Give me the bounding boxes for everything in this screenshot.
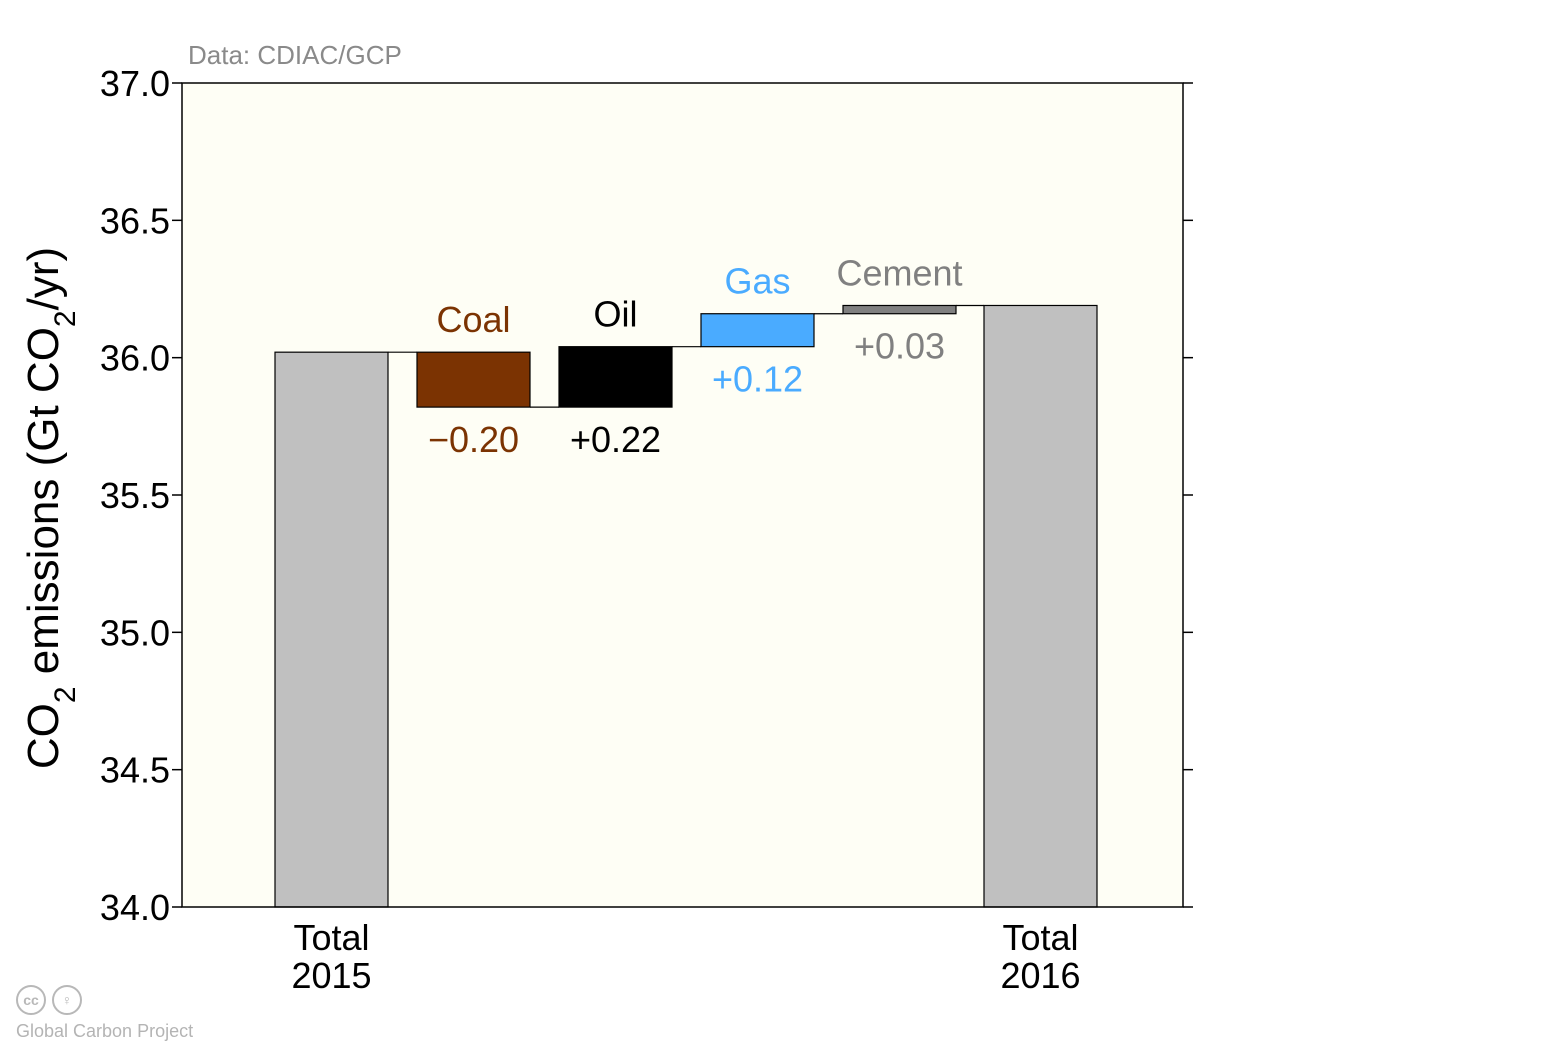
- x-tick-label-total-2016-line-2: 2016: [1000, 955, 1080, 996]
- y-tick-label-5: 36.5: [100, 200, 170, 241]
- y-tick-label-6: 37.0: [100, 63, 170, 104]
- y-tick-label-2: 35.0: [100, 612, 170, 653]
- x-tick-label-total-2015-line-1: Total: [293, 917, 369, 958]
- series-label-cement: Cement: [836, 252, 962, 293]
- y-tick-label-1: 34.5: [100, 750, 170, 791]
- bar-coal: [416, 351, 531, 408]
- bar-gas: [700, 313, 815, 348]
- x-tick-label-total-2016-line-1: Total: [1002, 917, 1078, 958]
- y-tick-label-0: 34.0: [100, 887, 170, 928]
- series-label-gas: Gas: [724, 261, 790, 302]
- y-axis-label: CO2 emissions (Gt CO2/yr): [19, 247, 82, 769]
- change-label-oil: +0.22: [570, 419, 661, 460]
- data-source-note: Data: CDIAC/GCP: [188, 40, 402, 70]
- y-tick-label-3: 35.5: [100, 475, 170, 516]
- change-label-cement: +0.03: [854, 326, 945, 367]
- license-badges: cc ♀: [16, 985, 82, 1015]
- connector-lines: [388, 304, 984, 408]
- bar-total-2016: [983, 304, 1098, 908]
- bar-cement: [842, 304, 957, 315]
- series-label-coal: Coal: [436, 299, 510, 340]
- bar-total-2015: [274, 351, 389, 908]
- bar-label-group: Coal −0.20 Oil +0.22 Gas +0.12 Cement +0.03: [428, 252, 963, 460]
- creative-commons-icon: cc: [16, 985, 46, 1015]
- y-tick-label-4: 36.0: [100, 338, 170, 379]
- bar-group: [274, 304, 1098, 908]
- change-label-coal: −0.20: [428, 419, 519, 460]
- bar-oil: [558, 346, 673, 408]
- credit-text: Global Carbon Project: [16, 1021, 194, 1041]
- change-label-gas: +0.12: [712, 359, 803, 400]
- series-label-oil: Oil: [594, 294, 638, 335]
- x-tick-label-total-2015-line-2: 2015: [291, 955, 371, 996]
- attribution-person-icon: ♀: [52, 985, 82, 1015]
- y-axis: 34.0 34.5 35.0 35.5 36.0 36.5 37.0: [100, 63, 1193, 928]
